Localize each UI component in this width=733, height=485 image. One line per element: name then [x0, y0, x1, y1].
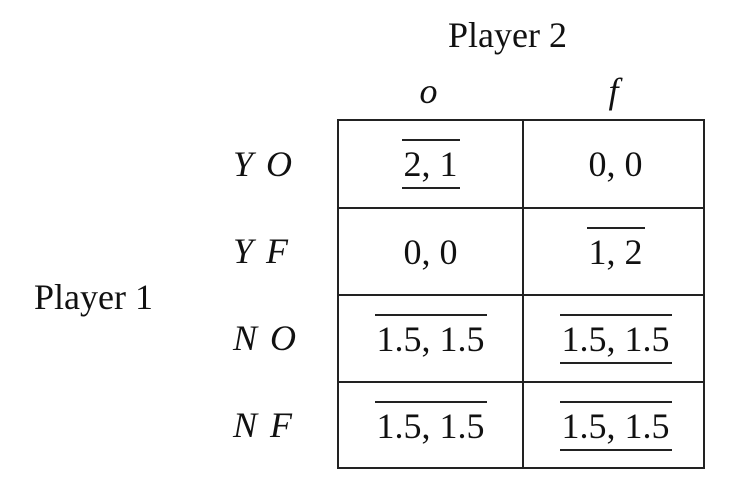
row-header-no: N O — [233, 318, 299, 358]
row-header-yo: Y O — [233, 144, 295, 184]
payoff-value: 2, 1 — [401, 139, 460, 189]
row-divider — [339, 207, 703, 209]
row-player-label: Player 1 — [34, 277, 153, 317]
payoff-cell: 1, 2 — [524, 209, 707, 295]
row-divider — [339, 381, 703, 383]
payoff-value: 1.5, 1.5 — [374, 314, 487, 359]
column-player-label: Player 2 — [448, 15, 567, 55]
payoff-value: 1.5, 1.5 — [559, 314, 672, 364]
payoff-cell: 1.5, 1.5 — [339, 383, 522, 469]
payoff-value: 1.5, 1.5 — [559, 401, 672, 451]
payoff-value: 0, 0 — [403, 232, 458, 272]
payoff-cell: 0, 0 — [524, 121, 707, 207]
payoff-cell: 1.5, 1.5 — [524, 383, 707, 469]
column-header-f: f — [608, 71, 619, 111]
payoff-cell: 2, 1 — [339, 121, 522, 207]
payoff-value: 1.5, 1.5 — [374, 401, 487, 446]
payoff-cell: 0, 0 — [339, 209, 522, 295]
payoff-value: 1, 2 — [586, 227, 645, 272]
payoff-matrix: 2, 1 0, 0 0, 0 1, 2 1.5, 1.5 1.5, 1.5 1.… — [337, 119, 705, 469]
row-header-nf: N F — [233, 405, 295, 445]
row-header-yf: Y F — [233, 231, 291, 271]
payoff-cell: 1.5, 1.5 — [524, 296, 707, 382]
column-header-o: o — [419, 71, 438, 111]
row-divider — [339, 294, 703, 296]
payoff-cell: 1.5, 1.5 — [339, 296, 522, 382]
payoff-value: 0, 0 — [588, 144, 643, 184]
